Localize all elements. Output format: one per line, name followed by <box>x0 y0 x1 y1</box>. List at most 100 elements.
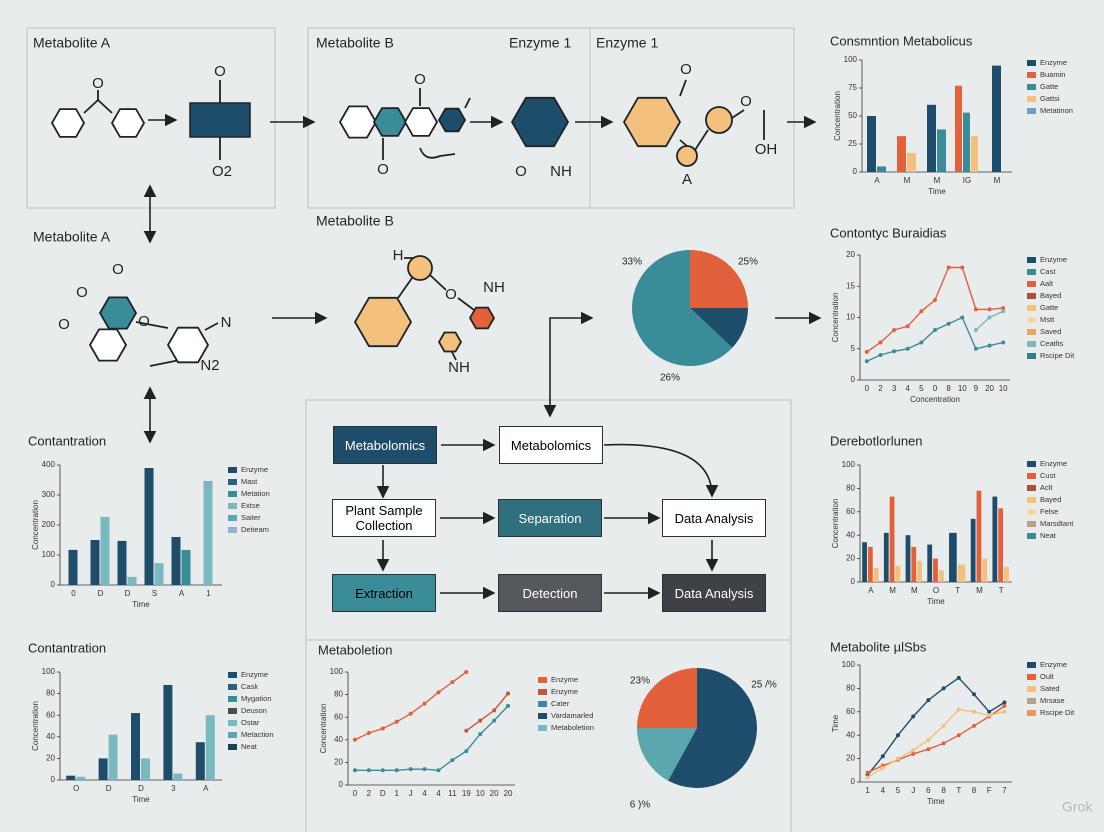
bar <box>171 537 181 585</box>
legend-swatch <box>1027 686 1036 692</box>
x-tick-label: J <box>911 786 915 795</box>
legend-label: Neat <box>241 742 258 751</box>
legend-swatch <box>1027 353 1036 359</box>
bond <box>694 129 709 151</box>
watermark: Grok <box>1062 799 1093 815</box>
ring <box>437 331 463 353</box>
point <box>478 718 483 723</box>
bar <box>131 713 140 780</box>
atom <box>676 145 698 167</box>
bar <box>173 773 183 780</box>
y-tick-label: 200 <box>42 520 56 529</box>
x-tick-label: M <box>889 586 896 595</box>
legend-label: Enzyme <box>551 687 578 696</box>
point <box>896 733 900 738</box>
flow-node: Extraction <box>332 574 436 612</box>
point <box>911 751 916 756</box>
point <box>933 298 937 302</box>
bond <box>457 297 475 311</box>
x-axis-label: Time <box>132 795 150 804</box>
point <box>450 680 455 685</box>
legend-label: Aalt <box>1040 279 1054 288</box>
legend-label: Mygation <box>241 694 271 703</box>
molecule-label: Metabolite B <box>316 35 394 51</box>
legend-label: Gattsi <box>1040 94 1060 103</box>
point <box>1001 340 1006 345</box>
point <box>464 749 469 754</box>
bar <box>76 776 86 780</box>
panel <box>305 639 792 832</box>
atom-label: A <box>682 171 692 188</box>
legend-label: Cask <box>241 682 258 691</box>
y-axis-label: Time <box>831 714 840 732</box>
x-tick-label: 2 <box>367 789 372 798</box>
y-axis-label: Concentration <box>831 293 840 343</box>
point <box>1002 709 1007 714</box>
x-tick-label: S <box>152 589 157 598</box>
x-tick-label: 5 <box>896 786 901 795</box>
y-tick-label: 300 <box>42 490 56 499</box>
bond <box>429 274 447 291</box>
legend-label: Cater <box>551 699 570 708</box>
bar <box>98 758 108 780</box>
flow-node: Separation <box>498 499 602 537</box>
atom-label: O <box>58 316 70 333</box>
x-tick-label: 4 <box>422 789 427 798</box>
point <box>911 748 916 753</box>
point <box>911 714 916 719</box>
atom-label: O <box>445 286 457 303</box>
point <box>865 775 870 780</box>
pie-annotation: 33% <box>622 257 642 268</box>
bar <box>955 85 962 172</box>
legend-label: Gatte <box>1040 82 1058 91</box>
y-axis-label: Concentration <box>319 704 328 754</box>
legend-swatch <box>1027 108 1036 114</box>
line <box>867 676 1005 776</box>
point <box>352 768 357 773</box>
x-tick-label: M <box>934 176 941 185</box>
legend-swatch <box>228 479 237 485</box>
bond <box>679 139 688 147</box>
y-tick-label: 0 <box>339 780 344 789</box>
x-tick-label: D <box>98 589 104 598</box>
legend-swatch <box>228 467 237 473</box>
x-tick-label: 0 <box>933 384 938 393</box>
legend-label: Sated <box>1040 684 1060 693</box>
y-tick-label: 60 <box>846 507 855 516</box>
legend-label: Felse <box>1040 507 1058 516</box>
bond <box>679 79 687 97</box>
x-tick-label: T <box>956 786 961 795</box>
point <box>987 709 992 714</box>
x-tick-label: D <box>106 784 112 793</box>
x-tick-label: 9 <box>974 384 979 393</box>
bond <box>731 109 745 119</box>
bar <box>971 136 978 172</box>
y-tick-label: 40 <box>846 530 855 539</box>
point <box>926 698 931 703</box>
point <box>956 675 961 680</box>
x-tick-label: 0 <box>353 789 358 798</box>
bar <box>68 549 78 585</box>
x-axis-label: Time <box>927 597 945 606</box>
pie-slice <box>690 250 748 308</box>
point <box>919 309 924 314</box>
legend-swatch <box>228 527 237 533</box>
molecule-label: Metabolite A <box>33 35 111 51</box>
bond <box>83 99 99 114</box>
x-tick-label: 1 <box>394 789 399 798</box>
y-tick-label: 100 <box>842 660 856 669</box>
line <box>867 708 1005 778</box>
legend-label: Enzyme <box>1040 660 1067 669</box>
x-tick-label: 1 <box>206 589 211 598</box>
bar <box>933 558 938 582</box>
legend-swatch <box>538 713 547 719</box>
ring <box>50 108 86 138</box>
y-tick-label: 50 <box>848 111 857 120</box>
ring <box>403 107 439 137</box>
bar <box>976 490 982 582</box>
legend-swatch <box>538 701 547 707</box>
legend-label: Metation <box>241 489 270 498</box>
point <box>892 349 897 354</box>
flow-node: Plant Sample Collection <box>332 499 436 537</box>
